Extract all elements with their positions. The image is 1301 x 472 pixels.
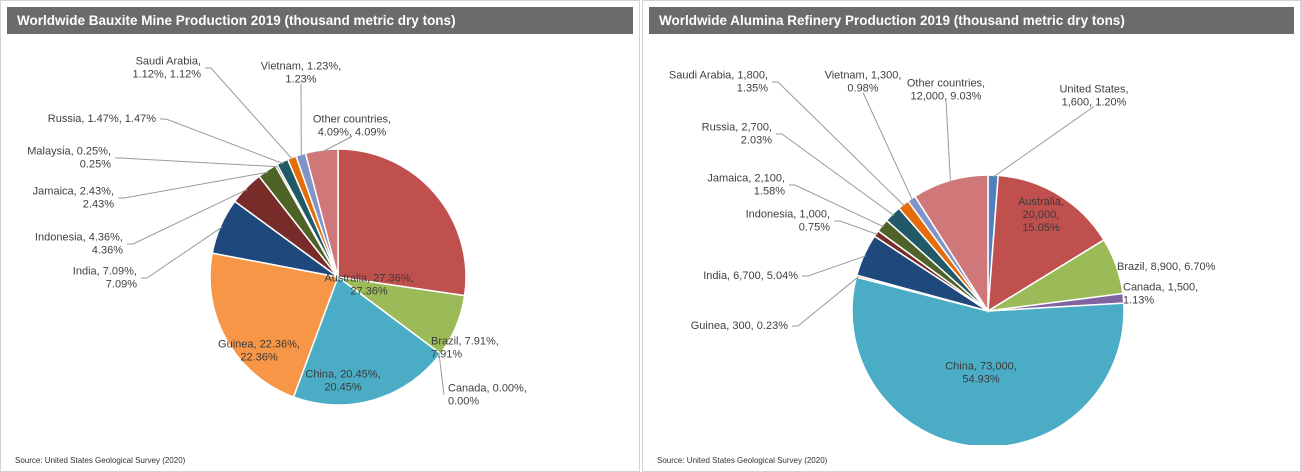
data-label-guinea: Guinea, 22.36%, 22.36%	[218, 338, 300, 363]
pie-slices	[209, 148, 467, 406]
data-label-australia: Australia, 27.36%, 27.36%	[324, 272, 413, 297]
chart-title: Worldwide Alumina Refinery Production 20…	[649, 7, 1294, 34]
data-label-other-countries: Other countries, 12,000, 9.03%	[907, 77, 985, 102]
leader-line-canada	[438, 352, 445, 396]
data-label-china: China, 73,000, 54.93%	[945, 360, 1017, 385]
slice-labels: Australia, 27.36%, 27.36% Brazil, 7.91%, 7.…	[27, 55, 527, 407]
data-label-china: China, 20.45%, 20.45%	[305, 368, 380, 393]
leader-line-jamaica	[118, 171, 269, 199]
pie-slices	[851, 174, 1125, 445]
data-label-india: India, 6,700, 5.04%	[703, 270, 798, 282]
leader-line-saudi-arabia	[772, 81, 905, 207]
data-label-vietnam: Vietnam, 1.23%, 1.23%	[261, 60, 342, 85]
leader-line-vietnam	[862, 92, 913, 201]
chart-title: Worldwide Bauxite Mine Production 2019 (…	[7, 7, 633, 34]
data-label-jamaica: Jamaica, 2.43%, 2.43%	[33, 185, 115, 210]
leader-line-russia	[776, 133, 895, 216]
pie-slice-guinea	[209, 252, 340, 398]
leader-line-saudi-arabia	[205, 67, 293, 160]
leader-line-india	[802, 255, 867, 277]
chart-source: Source: United States Geological Survey …	[657, 456, 828, 465]
pie-slice-china	[292, 275, 442, 406]
data-label-guinea: Guinea, 300, 0.23%	[691, 320, 788, 332]
alumina-pie-chart: United States, 1,600, 1.20% Australia, 20,0…	[669, 69, 1216, 445]
leader-line-jamaica	[789, 184, 885, 228]
alumina-chart-panel: Worldwide Alumina Refinery Production 20…	[642, 0, 1301, 472]
data-label-malaysia: Malaysia, 0.25%, 0.25%	[27, 145, 111, 170]
leader-line-malaysia	[115, 157, 278, 168]
data-label-canada: Canada, 1,500, 1.13%	[1123, 281, 1198, 306]
bauxite-chart-panel: Worldwide Bauxite Mine Production 2019 (…	[0, 0, 640, 472]
data-label-russia: Russia, 1.47%, 1.47%	[48, 113, 156, 125]
data-label-brazil: Brazil, 8,900, 6.70%	[1117, 261, 1216, 273]
leader-line-indonesia	[834, 220, 879, 236]
leader-line-indonesia	[127, 188, 248, 245]
pie-slice-australia	[337, 148, 467, 297]
data-label-jamaica: Jamaica, 2,100, 1.58%	[707, 172, 785, 197]
leader-line-russia	[160, 118, 284, 165]
bauxite-pie-chart: Australia, 27.36%, 27.36% Brazil, 7.91%, 7.…	[27, 55, 527, 407]
leader-lines	[772, 81, 1095, 327]
leader-lines	[115, 67, 445, 396]
data-label-australia: Australia, 20,000, 15.05%	[1018, 196, 1064, 234]
leader-line-other-countries	[321, 136, 353, 153]
leader-line-united-states	[992, 106, 1095, 178]
data-label-other-countries: Other countries, 4.09%, 4.09%	[313, 113, 391, 138]
leader-line-guinea	[792, 276, 859, 327]
data-label-united-states: United States, 1,600, 1.20%	[1059, 83, 1128, 108]
data-label-vietnam: Vietnam, 1,300, 0.98%	[825, 69, 902, 94]
data-label-russia: Russia, 2,700, 2.03%	[702, 121, 773, 146]
data-label-india: India, 7.09%, 7.09%	[73, 265, 137, 290]
pie-slice-other-countries	[304, 148, 339, 278]
data-label-brazil: Brazil, 7.91%, 7.91%	[431, 335, 499, 360]
data-label-indonesia: Indonesia, 1,000, 0.75%	[746, 208, 831, 233]
data-label-indonesia: Indonesia, 4.36%, 4.36%	[35, 231, 123, 256]
data-label-saudi-arabia: Saudi Arabia, 1,800, 1.35%	[669, 69, 768, 94]
pie-slice-australia	[987, 174, 1105, 313]
chart-source: Source: United States Geological Survey …	[15, 456, 186, 465]
pie-slice-china	[851, 276, 1125, 445]
slice-labels: United States, 1,600, 1.20% Australia, 20,0…	[669, 69, 1216, 385]
leader-line-india	[141, 226, 223, 279]
leader-line-other-countries	[945, 100, 951, 183]
data-label-canada: Canada, 0.00%, 0.00%	[448, 382, 527, 407]
data-label-saudi-arabia: Saudi Arabia, 1.12%, 1.12%	[133, 55, 202, 80]
